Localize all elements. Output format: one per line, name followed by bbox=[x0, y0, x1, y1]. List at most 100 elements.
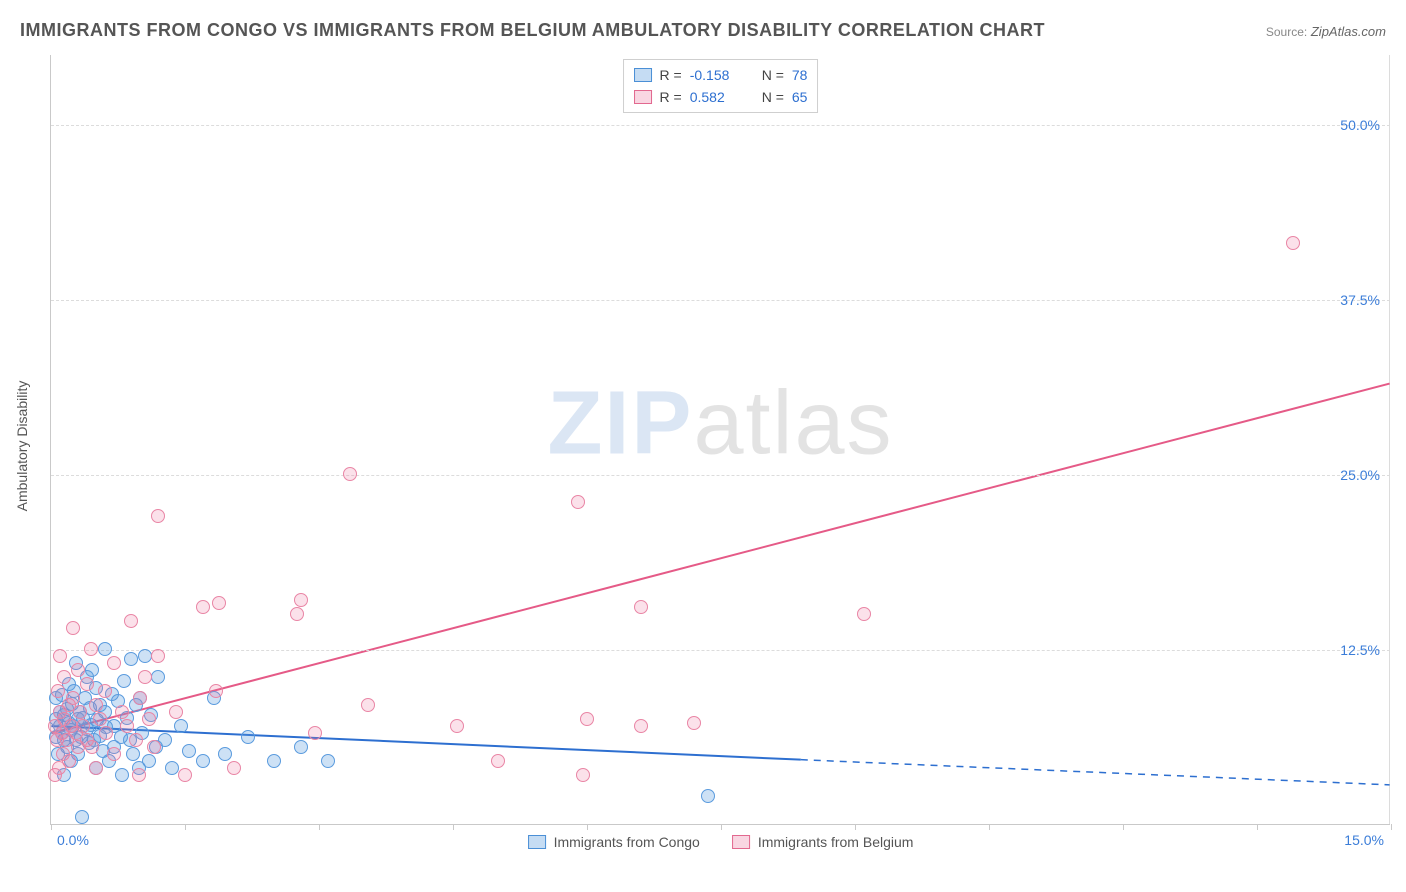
data-point bbox=[701, 789, 715, 803]
data-point bbox=[62, 754, 76, 768]
y-tick-label: 37.5% bbox=[1340, 292, 1380, 308]
data-point bbox=[107, 747, 121, 761]
data-point bbox=[80, 677, 94, 691]
x-tick bbox=[587, 824, 588, 830]
data-point bbox=[151, 649, 165, 663]
gridline bbox=[51, 125, 1390, 126]
data-point bbox=[687, 716, 701, 730]
data-point bbox=[227, 761, 241, 775]
data-point bbox=[1286, 236, 1300, 250]
data-point bbox=[343, 467, 357, 481]
correlation-legend: R = -0.158 N = 78 R = 0.582 N = 65 bbox=[623, 59, 819, 113]
data-point bbox=[129, 733, 143, 747]
y-tick-label: 12.5% bbox=[1340, 642, 1380, 658]
data-point bbox=[450, 719, 464, 733]
data-point bbox=[89, 761, 103, 775]
data-point bbox=[53, 649, 67, 663]
data-point bbox=[107, 656, 121, 670]
chart-title: IMMIGRANTS FROM CONGO VS IMMIGRANTS FROM… bbox=[20, 20, 1045, 41]
x-tick bbox=[855, 824, 856, 830]
data-point bbox=[491, 754, 505, 768]
y-tick-label: 25.0% bbox=[1340, 467, 1380, 483]
x-tick bbox=[185, 824, 186, 830]
data-point bbox=[75, 810, 89, 824]
x-tick bbox=[319, 824, 320, 830]
watermark-zip: ZIP bbox=[547, 374, 693, 474]
data-point bbox=[85, 663, 99, 677]
y-tick-label: 50.0% bbox=[1340, 117, 1380, 133]
swatch-pink-icon bbox=[732, 835, 750, 849]
data-point bbox=[196, 600, 210, 614]
gridline bbox=[51, 475, 1390, 476]
swatch-blue-icon bbox=[528, 835, 546, 849]
y-axis-title: Ambulatory Disability bbox=[14, 381, 30, 512]
data-point bbox=[133, 691, 147, 705]
watermark: ZIPatlas bbox=[547, 373, 893, 476]
data-point bbox=[571, 495, 585, 509]
n-label: N = bbox=[762, 86, 784, 108]
r-value-belgium: 0.582 bbox=[690, 86, 742, 108]
data-point bbox=[115, 768, 129, 782]
data-point bbox=[321, 754, 335, 768]
data-point bbox=[165, 761, 179, 775]
watermark-atlas: atlas bbox=[693, 374, 893, 474]
source-label: Source: bbox=[1266, 25, 1307, 39]
n-value-congo: 78 bbox=[792, 64, 808, 86]
data-point bbox=[138, 649, 152, 663]
data-point bbox=[132, 768, 146, 782]
legend-label-belgium: Immigrants from Belgium bbox=[758, 834, 914, 850]
data-point bbox=[267, 754, 281, 768]
source-attribution: Source: ZipAtlas.com bbox=[1266, 24, 1386, 39]
data-point bbox=[98, 642, 112, 656]
data-point bbox=[241, 730, 255, 744]
x-tick bbox=[51, 824, 52, 830]
trend-lines-svg bbox=[51, 55, 1390, 824]
x-tick bbox=[1257, 824, 1258, 830]
legend-row-congo: R = -0.158 N = 78 bbox=[634, 64, 808, 86]
data-point bbox=[51, 684, 65, 698]
data-point bbox=[73, 705, 87, 719]
legend-item-belgium: Immigrants from Belgium bbox=[732, 834, 914, 850]
data-point bbox=[76, 719, 90, 733]
data-point bbox=[290, 607, 304, 621]
data-point bbox=[126, 747, 140, 761]
data-point bbox=[89, 698, 103, 712]
legend-item-congo: Immigrants from Congo bbox=[528, 834, 700, 850]
data-point bbox=[576, 768, 590, 782]
x-tick bbox=[721, 824, 722, 830]
gridline bbox=[51, 650, 1390, 651]
data-point bbox=[98, 684, 112, 698]
x-tick bbox=[453, 824, 454, 830]
data-point bbox=[138, 670, 152, 684]
data-point bbox=[142, 754, 156, 768]
data-point bbox=[99, 726, 113, 740]
source-value: ZipAtlas.com bbox=[1311, 24, 1386, 39]
data-point bbox=[84, 642, 98, 656]
legend-label-congo: Immigrants from Congo bbox=[554, 834, 700, 850]
x-tick bbox=[1391, 824, 1392, 830]
data-point bbox=[66, 621, 80, 635]
data-point bbox=[294, 593, 308, 607]
data-point bbox=[196, 754, 210, 768]
series-legend: Immigrants from Congo Immigrants from Be… bbox=[528, 834, 914, 850]
data-point bbox=[115, 705, 129, 719]
data-point bbox=[857, 607, 871, 621]
data-point bbox=[218, 747, 232, 761]
data-point bbox=[212, 596, 226, 610]
data-point bbox=[169, 705, 183, 719]
data-point bbox=[209, 684, 223, 698]
data-point bbox=[308, 726, 322, 740]
data-point bbox=[57, 670, 71, 684]
data-point bbox=[178, 768, 192, 782]
n-label: N = bbox=[762, 64, 784, 86]
data-point bbox=[66, 691, 80, 705]
swatch-blue-icon bbox=[634, 68, 652, 82]
data-point bbox=[182, 744, 196, 758]
data-point bbox=[124, 614, 138, 628]
x-tick bbox=[1123, 824, 1124, 830]
r-label: R = bbox=[660, 64, 682, 86]
r-value-congo: -0.158 bbox=[690, 64, 742, 86]
r-label: R = bbox=[660, 86, 682, 108]
data-point bbox=[147, 740, 161, 754]
data-point bbox=[151, 509, 165, 523]
